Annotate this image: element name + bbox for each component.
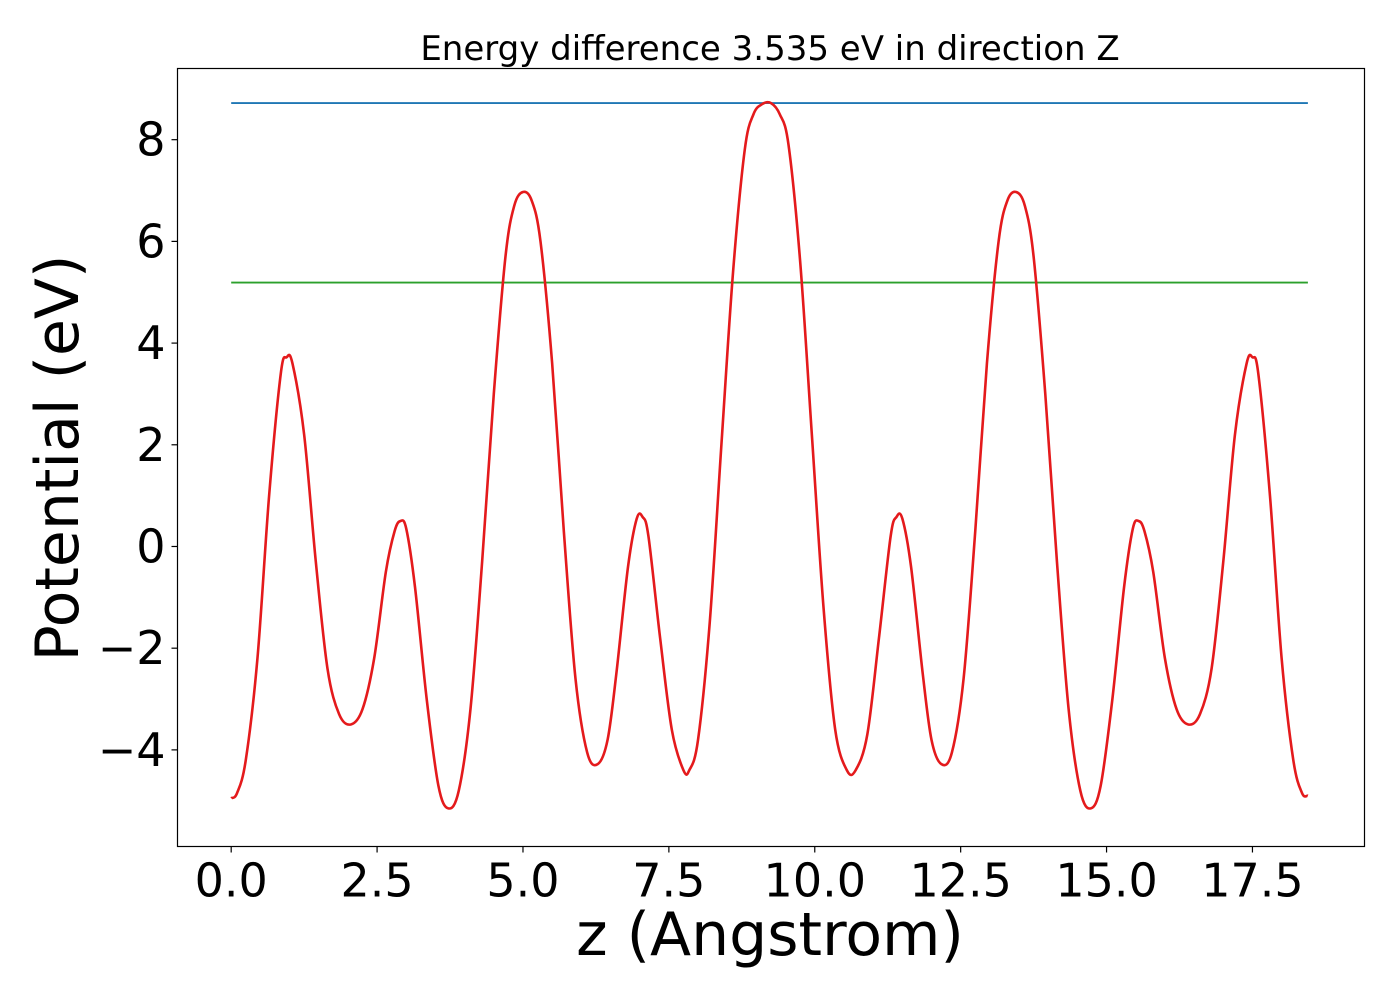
- y-tick-label: 8: [136, 113, 165, 167]
- x-axis-label: z (Angstrom): [576, 900, 964, 970]
- x-tick-label: 15.0: [1055, 854, 1157, 908]
- y-tick-label: 6: [136, 214, 165, 268]
- y-tick-label: −4: [98, 723, 166, 777]
- plot-area-frame: [176, 67, 1366, 848]
- x-tick-label: 17.5: [1201, 854, 1303, 908]
- x-tick-label: 7.5: [632, 854, 705, 908]
- x-tick-label: 0.0: [195, 854, 268, 908]
- y-tick-label: −2: [98, 621, 166, 675]
- x-tick-label: 5.0: [486, 854, 559, 908]
- x-tick-label: 2.5: [341, 854, 414, 908]
- series-layer: [230, 100, 1309, 810]
- y-tick-label: 0: [136, 519, 165, 573]
- x-axis-ticks: 0.0 2.5 5.0 7.5 10.0 12.5 15.0 17.5: [195, 846, 1304, 908]
- series-line-potential: [230, 100, 1309, 810]
- x-tick-label: 10.0: [764, 854, 866, 908]
- chart-title: Energy difference 3.535 eV in direction …: [420, 29, 1119, 69]
- y-axis-ticks: −4 −2 0 2 4 6 8: [98, 113, 178, 777]
- y-axis-label: Potential (eV): [23, 255, 93, 662]
- y-tick-label: 2: [136, 418, 165, 472]
- y-tick-label: 4: [136, 316, 165, 370]
- x-tick-label: 12.5: [909, 854, 1011, 908]
